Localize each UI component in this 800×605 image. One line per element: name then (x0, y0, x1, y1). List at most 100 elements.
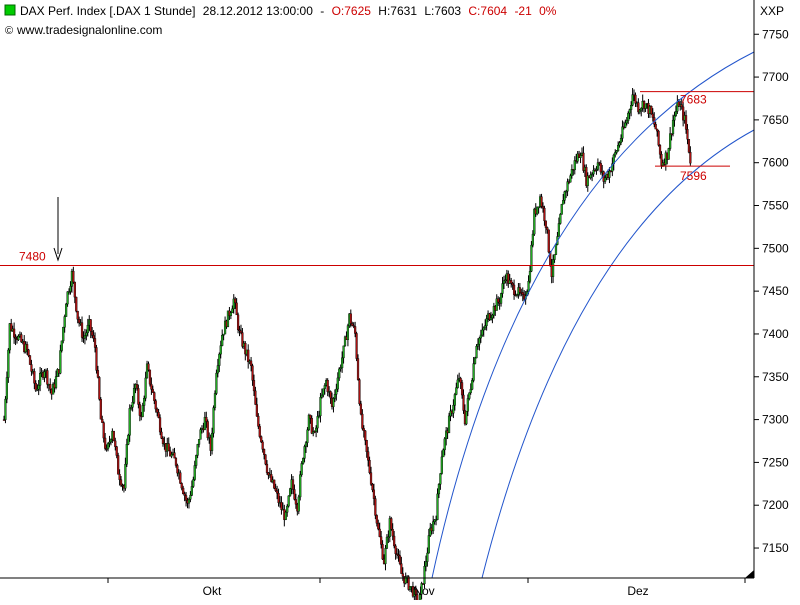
y-tick-label: 7600 (762, 156, 789, 170)
candle-body (104, 437, 107, 449)
candle-body (527, 281, 530, 292)
candle-body (137, 388, 140, 405)
candle-body (39, 373, 42, 386)
candle-body (512, 284, 516, 295)
candle-body (13, 328, 16, 338)
candle-body (329, 391, 332, 399)
candles-layer (2, 88, 692, 605)
candle-body (96, 370, 100, 378)
candle-body (336, 377, 339, 390)
candle-body (440, 456, 443, 474)
candle-body (395, 553, 399, 556)
candle-body (63, 316, 66, 328)
candle-body (565, 190, 568, 193)
candle-body (354, 326, 357, 334)
candle-body (684, 115, 688, 130)
candle-body (112, 430, 115, 442)
candle-body (69, 286, 72, 292)
candle-body (656, 128, 659, 132)
x-month-label: Dez (627, 584, 648, 598)
candle-body (117, 455, 120, 475)
y-tick-label: 7700 (762, 70, 789, 84)
candle-body (640, 107, 643, 111)
candle-body (346, 325, 350, 340)
candle-body (302, 458, 305, 464)
candle-body (442, 449, 445, 458)
candle-body (582, 152, 585, 171)
candle-body (671, 119, 675, 135)
candle-body (554, 244, 558, 255)
candle-body (52, 383, 55, 395)
candle-body (351, 323, 354, 326)
candle-body (232, 298, 235, 310)
candle-body (33, 371, 36, 384)
candle-body (167, 443, 170, 452)
candle-body (289, 488, 292, 497)
candle-body (83, 335, 87, 339)
candle-body (591, 173, 594, 176)
candle-body (234, 298, 237, 304)
candle-body (479, 334, 482, 339)
candle-body (667, 148, 670, 160)
candle-body (277, 492, 280, 503)
candle-body (680, 104, 683, 108)
candle-body (135, 384, 139, 389)
y-tick-label: 7500 (762, 241, 789, 255)
candle-body (170, 454, 173, 457)
candle-body (658, 144, 662, 155)
candle-body (26, 344, 29, 351)
candle-body (254, 390, 257, 405)
candle-body (34, 383, 37, 391)
candle-body (501, 283, 504, 294)
candle-body (28, 355, 32, 365)
candle-body (72, 270, 75, 283)
candle-body (101, 419, 104, 423)
candle-body (99, 399, 102, 420)
candle-body (627, 112, 630, 121)
candle-body (241, 332, 244, 347)
candle-body (404, 576, 407, 584)
candle-body (473, 357, 477, 364)
candle-body (377, 523, 380, 530)
channel-upper-curve (431, 51, 755, 579)
candle-body (304, 442, 308, 447)
candle-body (264, 454, 267, 465)
channel-lower-curve (481, 129, 755, 579)
candle-body (2, 419, 6, 421)
candle-body (338, 368, 341, 379)
candle-body (184, 495, 188, 501)
candle-body (190, 486, 193, 496)
candle-body (437, 484, 441, 495)
candle-body (310, 418, 313, 434)
candle-body (118, 474, 121, 480)
y-tick-label: 7450 (762, 284, 789, 298)
candle-body (447, 415, 451, 434)
candle-body (589, 174, 592, 179)
candle-body (573, 160, 576, 171)
candle-body (260, 436, 263, 443)
candle-body (553, 254, 556, 260)
x-month-label: Okt (203, 584, 222, 598)
candle-body (560, 204, 563, 215)
candle-body (504, 279, 507, 282)
candle-body (8, 323, 11, 351)
candle-body (176, 465, 179, 474)
candle-body (625, 120, 628, 124)
candle-body (478, 337, 481, 345)
candle-body (274, 488, 277, 491)
candle-body (130, 407, 133, 409)
candle-body (179, 472, 182, 484)
candle-body (455, 387, 458, 395)
candle-body (73, 281, 76, 298)
candle-body (226, 310, 230, 328)
candle-body (515, 294, 519, 296)
candle-body (618, 142, 621, 146)
candle-body (150, 383, 153, 390)
candle-body (599, 163, 602, 173)
candle-body (196, 444, 199, 456)
candle-body (294, 499, 297, 505)
candle-body (339, 367, 342, 370)
low-value: L:7603 (424, 4, 461, 18)
candle-body (333, 394, 337, 399)
